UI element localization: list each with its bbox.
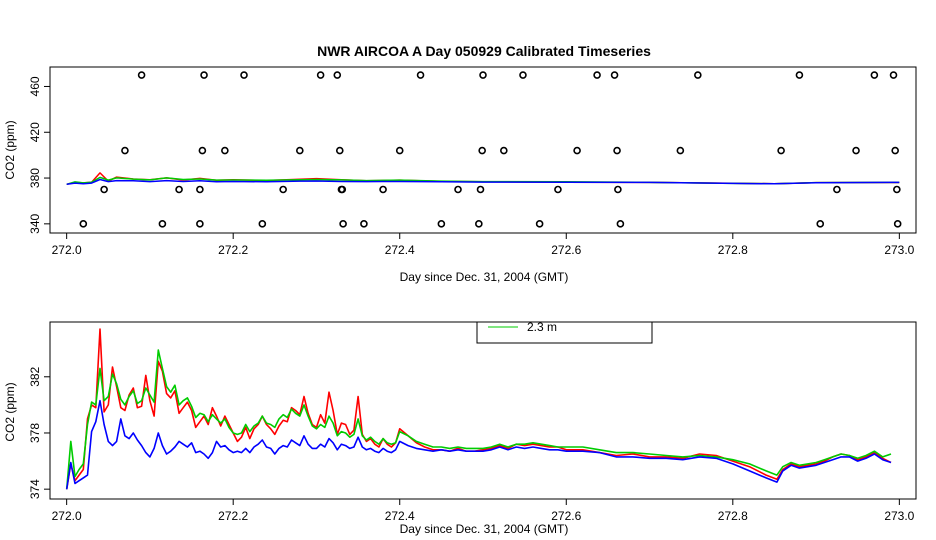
data-point [614,185,622,194]
top-series-lines [66,172,900,186]
data-point [395,146,404,155]
data-point [475,220,483,228]
x-tick-label: 272.8 [718,509,748,523]
series-line-blue [65,399,892,490]
data-point [240,71,248,79]
bottom-plot-frame [49,321,917,500]
x-tick-label: 272.2 [218,509,248,523]
data-point [196,220,204,228]
data-point [454,185,462,194]
y-tick-label: 340 [28,214,42,234]
y-tick-label: 380 [28,168,42,188]
top-x-axis-label: Day since Dec. 31, 2004 (GMT) [400,270,569,284]
y-tick-label: 382 [28,366,42,386]
data-point [158,220,167,228]
x-tick-label: 272.4 [385,509,415,523]
top-y-axis-label: CO2 (ppm) [3,120,17,179]
bottom-y-axis-label: CO2 (ppm) [3,382,17,441]
data-point [335,146,344,155]
data-point [137,71,146,79]
data-point [852,146,860,155]
y-tick-label: 378 [28,423,42,443]
data-point [535,220,544,228]
x-tick-label: 273.0 [884,243,914,257]
legend-entry-label: 2.3 m [527,320,557,334]
data-point [316,71,325,79]
series-line-green [65,349,892,490]
x-tick-label: 272.4 [385,243,415,257]
data-point [519,71,527,79]
data-point [338,185,347,194]
data-point [573,146,581,155]
data-point [833,185,841,194]
data-point [613,146,621,155]
x-tick-label: 272.6 [551,243,581,257]
y-tick-label: 374 [28,479,42,499]
bottom-x-axis-label: Day since Dec. 31, 2004 (GMT) [400,522,569,536]
data-point [79,220,88,228]
x-tick-label: 272.2 [218,243,248,257]
data-point [889,71,898,79]
y-tick-label: 460 [28,76,42,96]
data-point [121,146,129,155]
data-point [175,185,183,194]
bottom-x-axis: 272.0 272.2 272.4 272.6 272.8 273.0 [52,499,915,523]
data-point [221,146,229,155]
data-point [870,71,879,79]
x-tick-label: 272.6 [551,509,581,523]
data-point [339,220,347,228]
data-point [593,71,601,79]
legend-box [476,321,653,344]
data-point [891,146,899,155]
data-point [379,185,387,194]
data-point [196,185,204,194]
data-point [676,146,685,155]
data-point [694,71,702,79]
data-point [893,185,901,194]
x-tick-label: 272.0 [52,243,82,257]
data-point [479,71,487,79]
data-point [893,220,902,228]
data-point [200,71,208,79]
data-point [476,185,485,194]
data-point [437,220,446,228]
bottom-y-axis: 374 378 382 [28,366,50,499]
chart-title: NWR AIRCOA A Day 050929 Calibrated Times… [317,43,651,59]
data-point [554,185,562,194]
data-point [333,71,342,79]
legend: 2.3 m [476,320,653,344]
x-tick-label: 272.0 [52,509,82,523]
top-y-axis: 340 380 420 460 [28,76,50,234]
top-x-axis: 272.0 272.2 272.4 272.6 272.8 273.0 [52,233,915,257]
data-point [478,146,486,155]
data-point [360,220,368,228]
x-tick-label: 272.8 [718,243,748,257]
data-point [616,220,625,228]
data-point [279,185,287,194]
data-point [816,220,825,228]
data-point [258,220,267,228]
data-point [610,71,619,79]
top-plot-frame [49,66,917,234]
series-line-red [65,328,892,490]
bottom-series-lines [65,328,892,490]
data-point [795,71,804,79]
x-tick-label: 273.0 [884,509,914,523]
data-point [500,146,508,155]
data-point [416,71,425,79]
data-point [100,185,108,194]
y-tick-label: 420 [28,122,42,142]
data-point [296,146,304,155]
top-scatter-points [79,71,902,228]
data-point [777,146,785,155]
series-line-blue [66,178,900,186]
data-point [198,146,207,155]
